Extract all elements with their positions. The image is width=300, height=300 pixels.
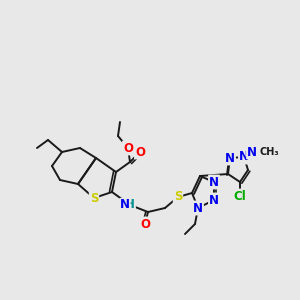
Text: N: N: [247, 146, 257, 158]
Text: Cl: Cl: [234, 190, 246, 202]
Text: O: O: [140, 218, 150, 230]
Text: N: N: [193, 202, 203, 214]
Text: O: O: [123, 142, 133, 154]
Text: CH₃: CH₃: [260, 147, 280, 157]
Text: H: H: [125, 199, 135, 212]
Text: O: O: [135, 146, 145, 158]
Text: S: S: [90, 191, 98, 205]
Text: N: N: [239, 151, 249, 164]
Text: S: S: [174, 190, 182, 203]
Text: N: N: [120, 199, 130, 212]
Text: N: N: [225, 152, 235, 164]
Text: N: N: [209, 194, 219, 206]
Text: N: N: [209, 176, 219, 188]
